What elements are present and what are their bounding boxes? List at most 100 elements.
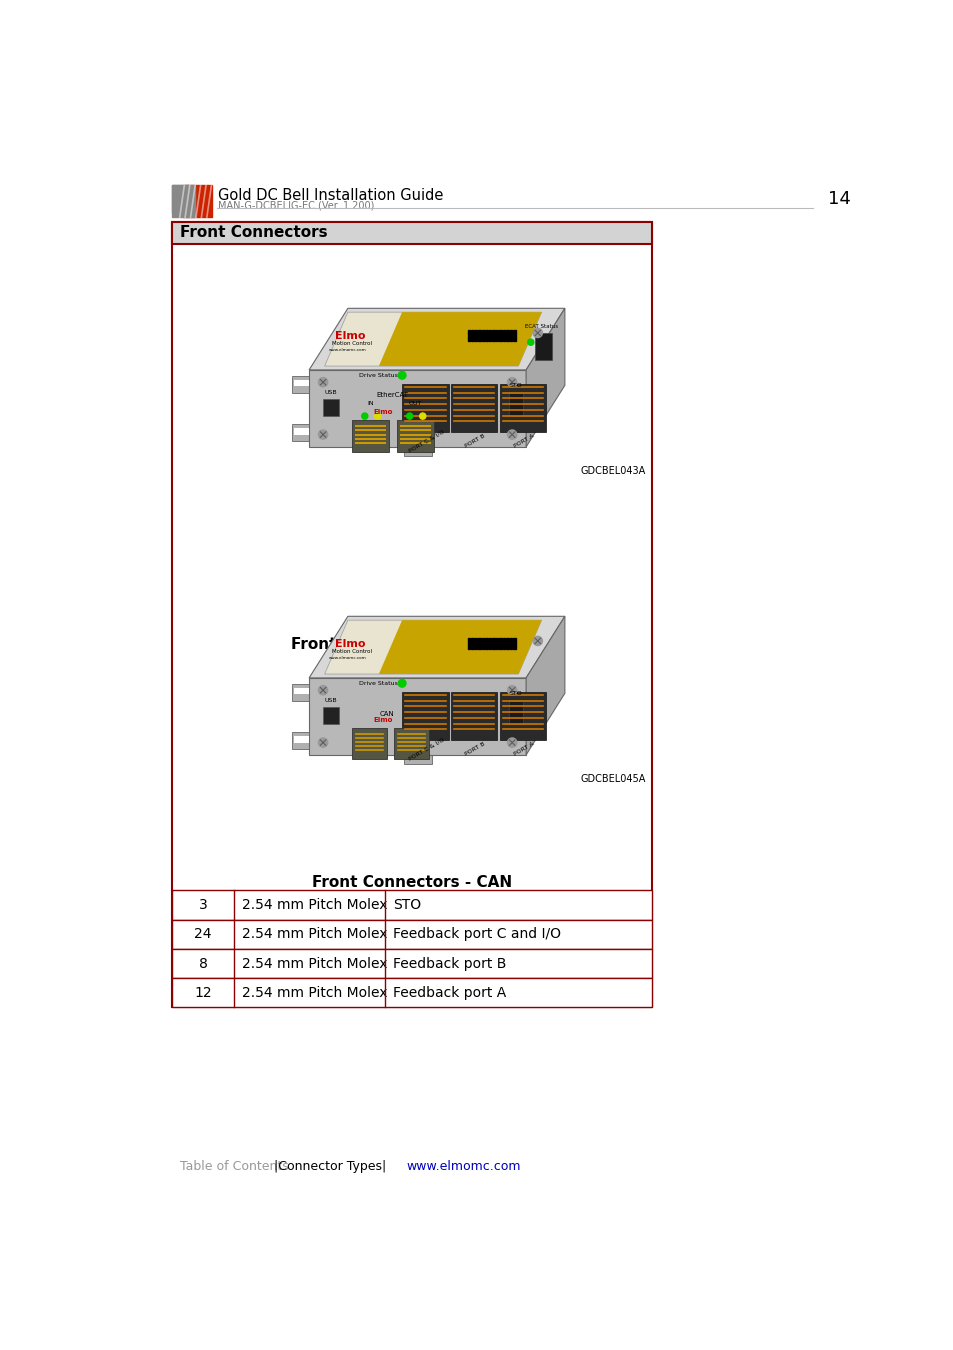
Text: USB: USB [324,390,336,394]
Text: 14: 14 [827,190,850,208]
Circle shape [533,636,542,645]
Bar [451,691,497,740]
Bar [502,329,505,340]
Circle shape [507,686,517,695]
Text: Elmo: Elmo [335,331,365,342]
Bar [509,637,512,648]
Bar [451,383,497,432]
Bar [485,637,487,648]
Bar [292,684,309,701]
Text: Drive Status: Drive Status [359,373,397,378]
Bar [323,707,338,724]
Circle shape [527,339,534,346]
Text: 12: 12 [193,986,212,1000]
Polygon shape [309,308,564,370]
Bar [292,424,309,440]
Text: Motion Control: Motion Control [332,649,372,655]
Text: PORT A: PORT A [513,433,535,450]
Text: IN: IN [367,401,374,405]
Bar [172,221,652,1007]
Bar [292,377,309,393]
Bar [502,637,505,648]
Bar [292,732,309,749]
Text: Front Connectors: Front Connectors [179,225,327,240]
Bar [478,329,480,340]
Text: PORT B: PORT B [464,741,486,757]
Text: CAN: CAN [379,711,394,717]
Bar [403,447,431,456]
Bar [403,755,431,764]
Text: Gold DC Bell Installation Guide: Gold DC Bell Installation Guide [218,188,443,204]
Circle shape [533,328,542,338]
Text: GDCBEL045A: GDCBEL045A [580,774,645,784]
Text: PORT C & I/O: PORT C & I/O [408,429,445,454]
Bar [492,637,495,648]
Bar [294,736,309,742]
Bar [172,979,652,1007]
Text: EtherCAT: EtherCAT [376,393,409,398]
Bar [352,728,386,759]
Bar [172,919,652,949]
Text: 2.54 mm Pitch Molex: 2.54 mm Pitch Molex [241,898,387,913]
Text: PORT B: PORT B [464,433,486,450]
Bar [509,329,512,340]
Bar [499,691,546,740]
Bar [394,728,429,759]
Bar [323,400,338,416]
Bar [172,185,195,217]
Text: 2.54 mm Pitch Molex: 2.54 mm Pitch Molex [241,986,387,1000]
Bar [172,185,189,212]
Text: Elmo: Elmo [373,717,392,724]
Circle shape [361,413,368,420]
Polygon shape [378,312,541,366]
Bar [309,370,525,447]
Text: Feedback port A: Feedback port A [393,986,505,1000]
Text: USB: USB [324,698,336,702]
Circle shape [397,679,406,687]
Bar [513,637,516,648]
Polygon shape [525,308,564,447]
Text: OUT: OUT [408,401,421,405]
Circle shape [318,378,328,387]
Text: Table of Contents: Table of Contents [179,1161,288,1173]
Text: MAN-G-DCBELIG-EC (Ver. 1.200): MAN-G-DCBELIG-EC (Ver. 1.200) [218,201,375,211]
Bar [498,329,501,340]
Text: STO: STO [509,691,522,697]
Bar [294,688,309,694]
Text: ECAT Status: ECAT Status [524,324,558,329]
Bar [498,637,501,648]
Bar [475,329,476,340]
Text: 24: 24 [194,927,212,941]
Bar [509,393,522,416]
Text: 2.54 mm Pitch Molex: 2.54 mm Pitch Molex [241,957,387,971]
Bar [468,329,470,340]
Text: Feedback port B: Feedback port B [393,957,506,971]
Bar [481,329,484,340]
Circle shape [507,378,517,387]
Bar [309,678,525,755]
Bar [485,329,487,340]
Bar [468,637,470,648]
Bar [535,333,552,360]
Text: Feedback port C and I/O: Feedback port C and I/O [393,927,560,941]
Text: PORT C & I/O: PORT C & I/O [408,737,445,761]
Text: www.elmomc.com: www.elmomc.com [329,348,366,352]
Text: Elmo: Elmo [335,639,365,649]
Bar [294,379,309,386]
Circle shape [397,371,406,379]
Circle shape [419,413,425,420]
Bar [513,329,516,340]
Polygon shape [525,617,564,755]
Bar [492,329,495,340]
Bar [172,221,652,243]
Bar [475,637,476,648]
Text: GDCBEL043A: GDCBEL043A [580,466,645,477]
Circle shape [507,738,517,747]
Bar [509,701,522,724]
Bar [402,691,448,740]
Circle shape [406,413,413,420]
Circle shape [375,413,380,420]
Text: PORT A: PORT A [513,741,535,757]
Polygon shape [378,620,541,674]
Bar [488,329,491,340]
